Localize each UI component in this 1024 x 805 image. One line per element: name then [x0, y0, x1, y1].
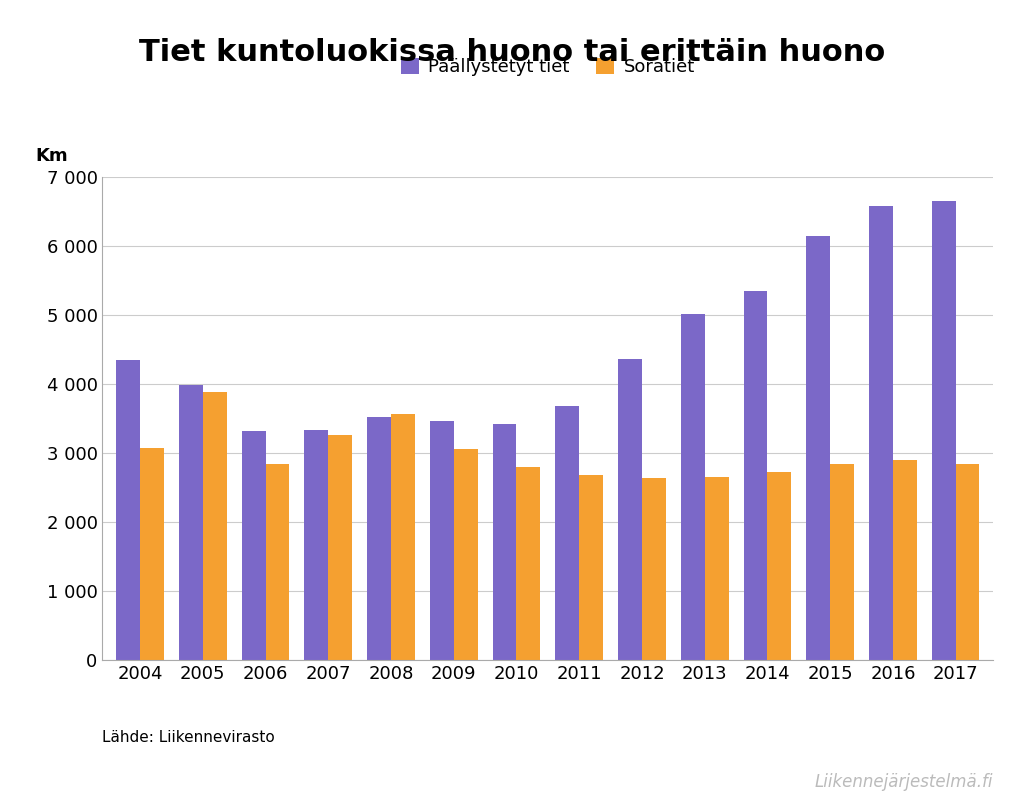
- Bar: [454, 449, 477, 660]
- Bar: [203, 392, 226, 660]
- Bar: [932, 200, 955, 660]
- Bar: [705, 477, 728, 660]
- Text: Tiet kuntoluokissa huono tai erittäin huono: Tiet kuntoluokissa huono tai erittäin hu…: [139, 38, 885, 67]
- Bar: [242, 431, 265, 660]
- Bar: [955, 464, 980, 660]
- Bar: [743, 291, 767, 660]
- Bar: [140, 448, 164, 660]
- Bar: [430, 421, 454, 660]
- Bar: [618, 359, 642, 660]
- Bar: [580, 475, 603, 660]
- Bar: [642, 478, 666, 660]
- Text: Km: Km: [36, 147, 69, 165]
- Bar: [806, 236, 830, 660]
- Bar: [767, 473, 792, 660]
- Bar: [179, 386, 203, 660]
- Bar: [391, 415, 415, 660]
- Bar: [493, 424, 516, 660]
- Bar: [265, 464, 290, 660]
- Bar: [555, 407, 580, 660]
- Bar: [329, 436, 352, 660]
- Text: Liikennejärjestelmä.fi: Liikennejärjestelmä.fi: [815, 773, 993, 791]
- Bar: [681, 314, 705, 660]
- Bar: [304, 430, 329, 660]
- Legend: Päällystetyt tiet, Soratiet: Päällystetyt tiet, Soratiet: [393, 51, 702, 84]
- Bar: [116, 360, 140, 660]
- Bar: [830, 464, 854, 660]
- Bar: [893, 460, 916, 660]
- Text: Lähde: Liikennevirasto: Lähde: Liikennevirasto: [102, 729, 275, 745]
- Bar: [516, 467, 541, 660]
- Bar: [869, 206, 893, 660]
- Bar: [368, 417, 391, 660]
